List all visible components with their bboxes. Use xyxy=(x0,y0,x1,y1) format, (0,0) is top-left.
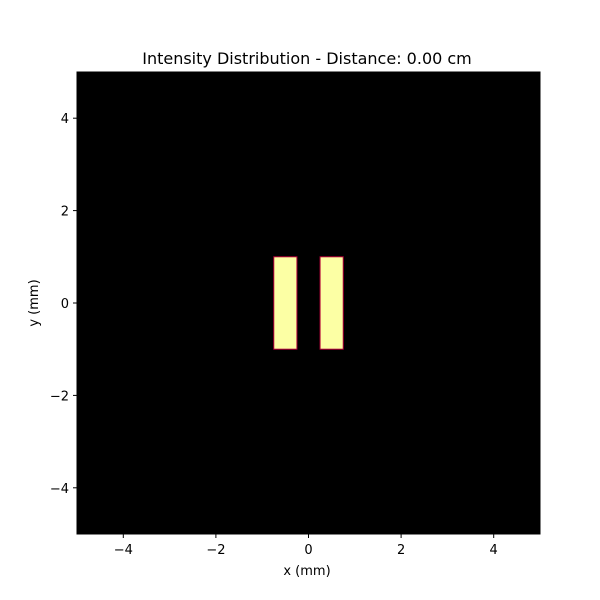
x-tick-label: 0 xyxy=(304,543,312,558)
y-tick-label: 2 xyxy=(61,205,69,220)
bright-region-1 xyxy=(273,256,298,350)
y-tick-label: 0 xyxy=(61,297,69,312)
x-tick-label: 2 xyxy=(397,543,405,558)
x-tick-label: 4 xyxy=(490,543,498,558)
y-tick-label: −2 xyxy=(50,389,69,404)
y-tick-label: −4 xyxy=(50,482,69,497)
y-axis: −4 −2 0 2 4 xyxy=(50,112,77,497)
x-tick-label: −2 xyxy=(206,543,225,558)
y-axis-label: y (mm) xyxy=(27,279,42,326)
x-axis: −4 −2 0 2 4 xyxy=(114,534,498,558)
x-tick-label: −4 xyxy=(114,543,133,558)
chart-title: Intensity Distribution - Distance: 0.00 … xyxy=(142,49,472,68)
bright-regions xyxy=(273,256,344,350)
y-tick-label: 4 xyxy=(61,112,69,127)
plot-area xyxy=(77,72,540,534)
x-axis-label: x (mm) xyxy=(283,564,330,579)
bright-region-2 xyxy=(319,256,344,350)
